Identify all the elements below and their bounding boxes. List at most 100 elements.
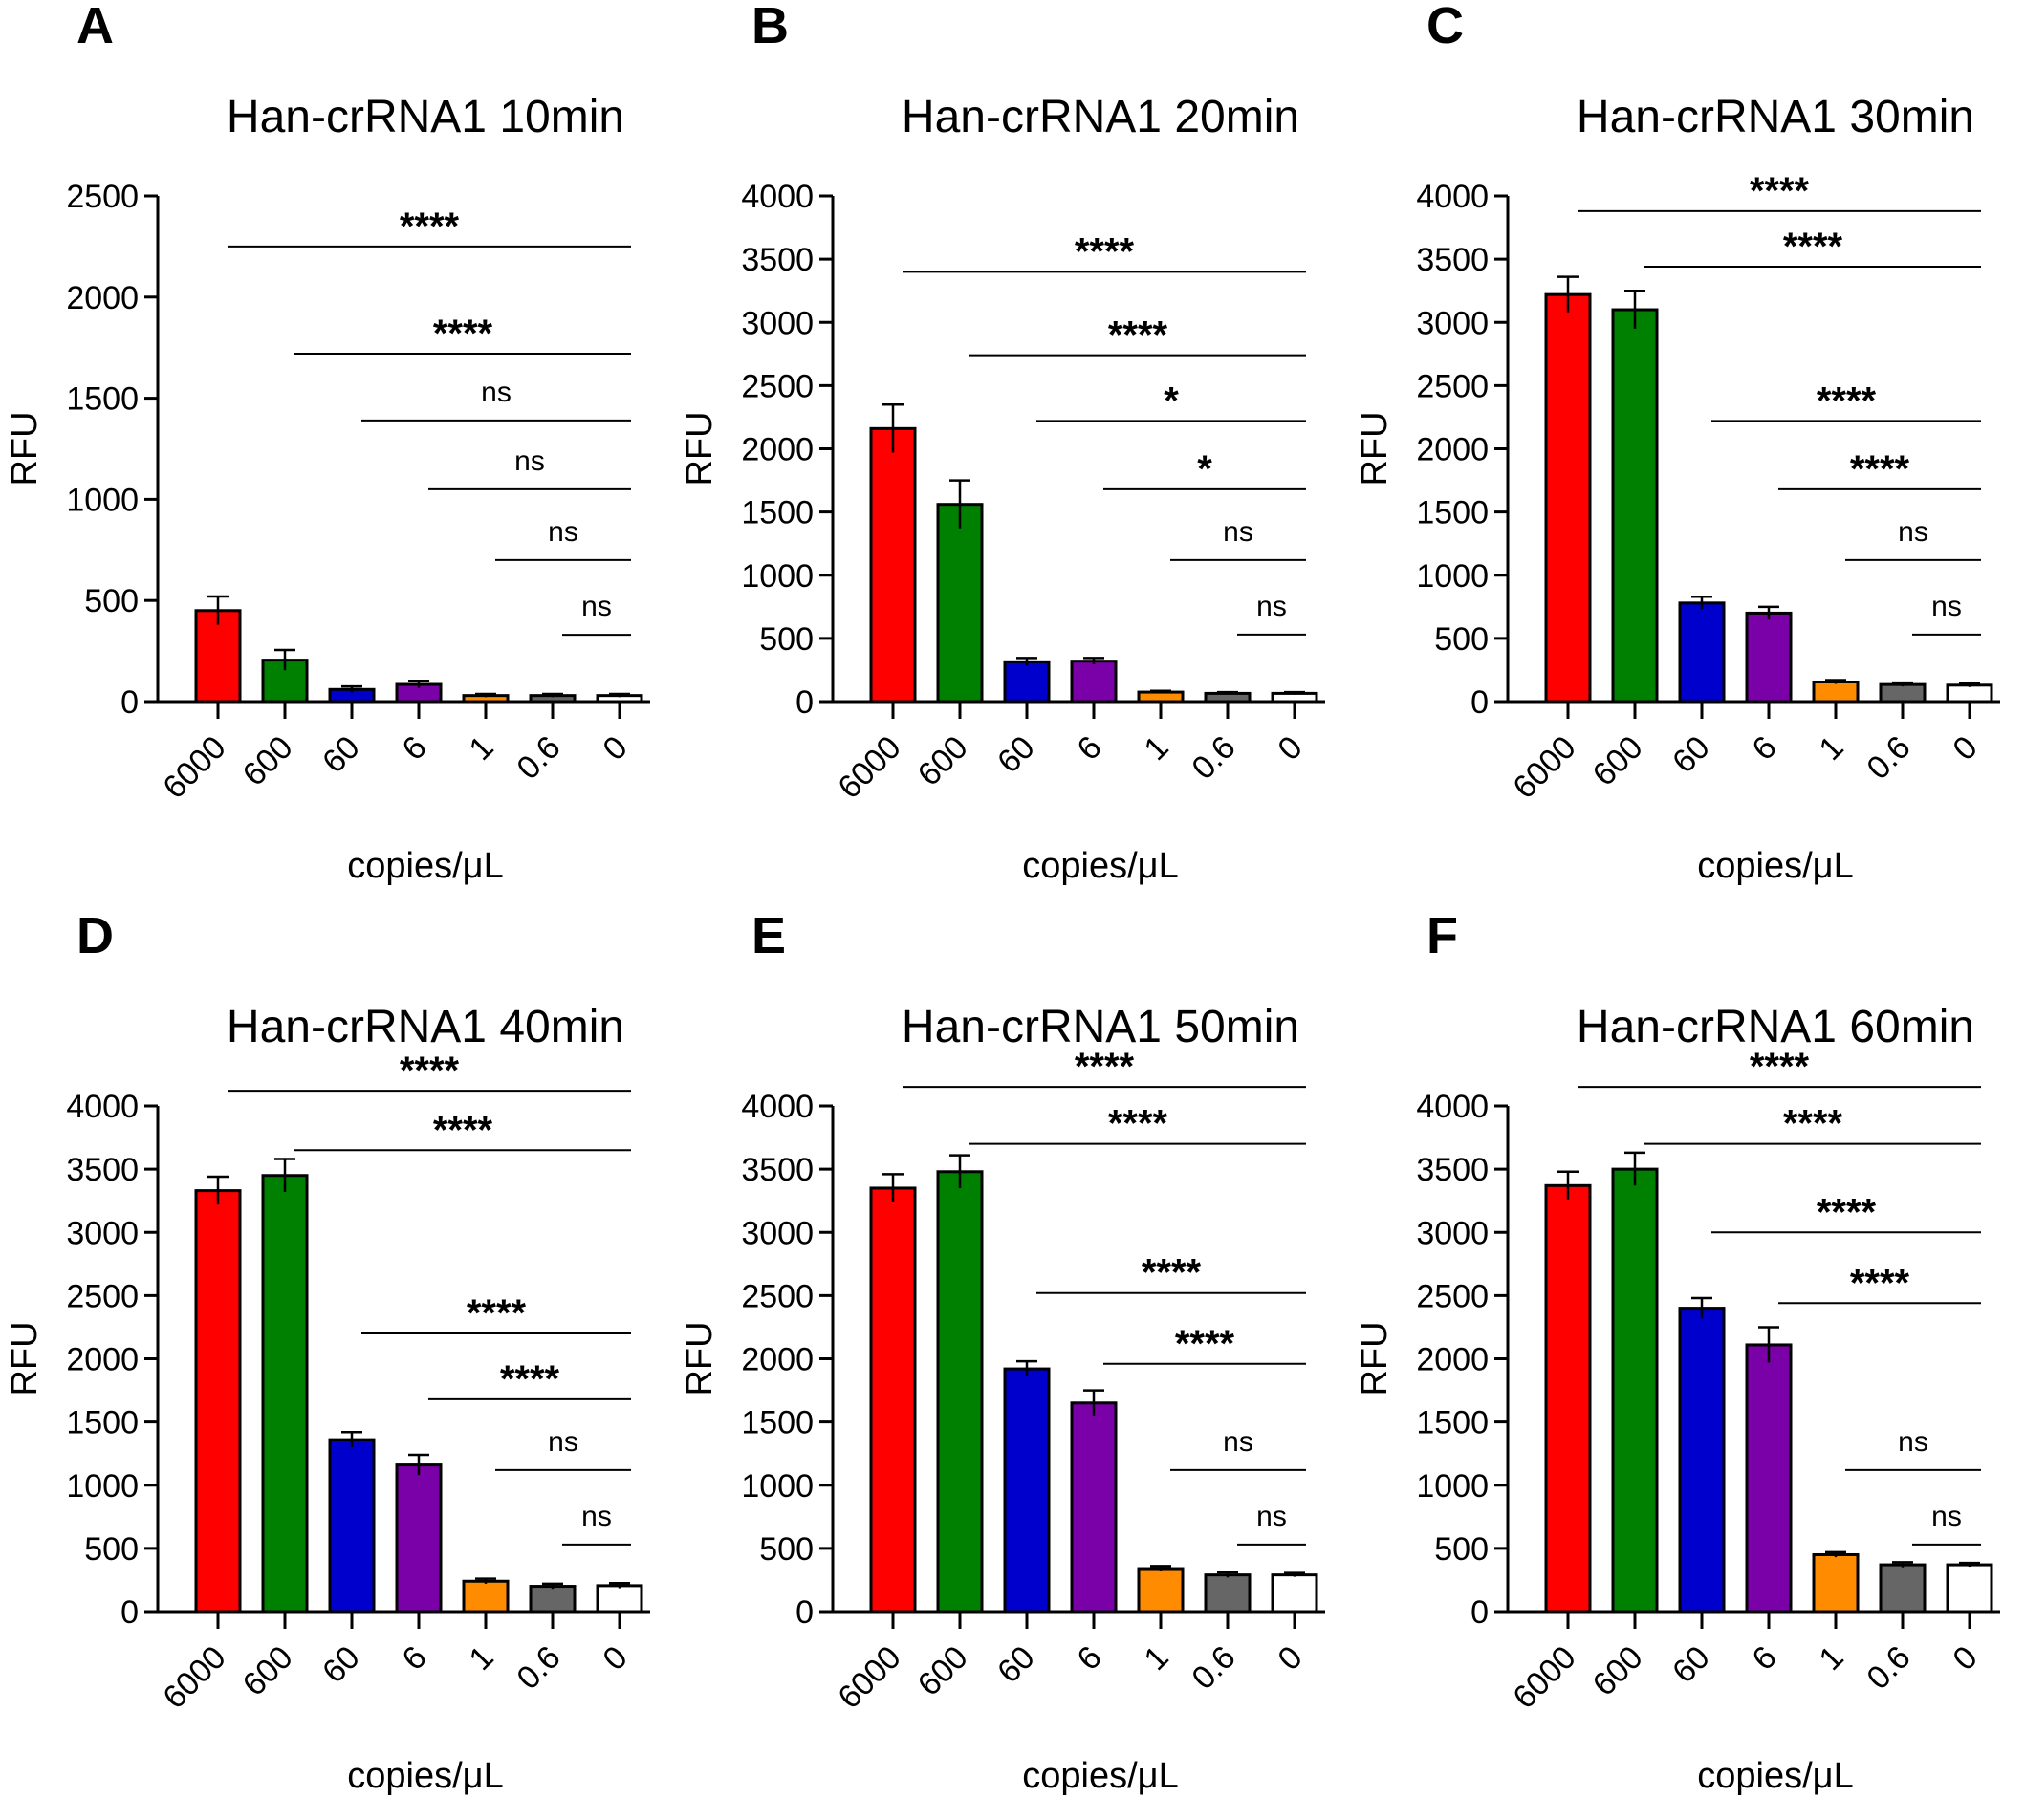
y-tick-label: 500	[84, 1531, 139, 1568]
x-tick-label: 60	[1666, 1639, 1717, 1691]
significance-label: ****	[1750, 170, 1810, 212]
y-tick-label: 4000	[1416, 179, 1489, 215]
chart-panel-f: F Han-crRNA1 60min RFU copies/μL 0 500 1000 150…	[1355, 907, 2000, 1796]
y-tick-label: 2500	[741, 1278, 814, 1314]
x-tick-label: 0.6	[1860, 729, 1917, 787]
bar-1	[1137, 690, 1185, 704]
bar-6	[1745, 611, 1793, 704]
significance-label: ****	[467, 1292, 527, 1334]
significance-label: *	[1197, 448, 1212, 490]
chart-title: Han-crRNA1 20min	[902, 92, 1299, 142]
significance-label: ****	[1850, 448, 1910, 490]
significance-label: ns	[514, 445, 545, 477]
bar-60	[1678, 601, 1726, 704]
bar-600	[1611, 308, 1659, 704]
y-tick-label: 500	[759, 1531, 814, 1568]
significance-label: ns	[1256, 591, 1287, 622]
x-tick-label: 0	[596, 1639, 634, 1678]
y-tick-label: 500	[1434, 621, 1489, 658]
y-tick-label: 1000	[741, 1468, 814, 1505]
x-tick-label: 1	[1812, 729, 1850, 768]
bar-60	[328, 1438, 376, 1614]
significance-label: ****	[433, 1109, 493, 1151]
x-tick-label: 60	[991, 729, 1042, 781]
chart-title: Han-crRNA1 40min	[227, 1002, 624, 1052]
y-tick-label: 500	[1434, 1531, 1489, 1568]
bar-6000	[869, 426, 917, 704]
significance-label: ns	[1931, 1501, 1962, 1532]
chart-title: Han-crRNA1 60min	[1577, 1002, 1974, 1052]
y-axis-label: RFU	[5, 1321, 45, 1396]
bar-1	[1812, 1552, 1860, 1614]
y-tick-label: 1500	[741, 1405, 814, 1441]
bar-1	[462, 1579, 510, 1614]
x-tick-label: 6000	[831, 729, 907, 806]
y-tick-label: 2500	[741, 368, 814, 404]
y-tick-label: 3000	[66, 1215, 139, 1251]
x-tick-label: 6000	[156, 1639, 232, 1716]
x-axis-label: copies/μL	[1697, 1756, 1853, 1796]
bar-6	[1745, 1343, 1793, 1614]
y-tick-label: 1000	[66, 1468, 139, 1505]
chart-panel-d: D Han-crRNA1 40min RFU copies/μL 0 500 1000 150…	[5, 907, 650, 1796]
x-tick-label: 6	[1070, 1639, 1108, 1678]
x-tick-label: 6000	[1506, 729, 1582, 806]
y-tick-label: 2500	[66, 179, 139, 215]
x-axis-label: copies/μL	[347, 846, 503, 886]
y-tick-label: 500	[84, 583, 139, 619]
significance-label: ns	[1223, 516, 1253, 548]
significance-label: ns	[548, 1426, 578, 1458]
x-tick-label: 0.6	[1185, 1639, 1242, 1697]
x-tick-label: 600	[1586, 1639, 1650, 1703]
bar-6000	[1544, 1183, 1592, 1614]
significance-label: ****	[1142, 1252, 1202, 1294]
y-axis-label: RFU	[1355, 411, 1395, 486]
significance-label: ****	[500, 1358, 560, 1400]
x-axis-label: copies/μL	[1022, 846, 1178, 886]
significance-label: ****	[1850, 1262, 1910, 1304]
chart-title: Han-crRNA1 30min	[1577, 92, 1974, 142]
x-tick-label: 0	[1946, 729, 1984, 768]
x-tick-label: 6	[1745, 729, 1783, 768]
significance-label: ****	[1817, 1191, 1877, 1233]
significance-label: ns	[1931, 591, 1962, 622]
bar-6000	[1544, 292, 1592, 704]
panel-letter: D	[76, 907, 114, 964]
bar-0	[1271, 1573, 1318, 1614]
y-tick-label: 4000	[741, 179, 814, 215]
bar-6000	[194, 1189, 242, 1614]
significance-label: ns	[1223, 1426, 1253, 1458]
y-tick-label: 2500	[1416, 1278, 1489, 1314]
y-tick-label: 3000	[741, 305, 814, 341]
x-tick-label: 6000	[831, 1639, 907, 1716]
x-tick-label: 600	[911, 1639, 975, 1703]
y-tick-label: 1500	[1416, 1405, 1489, 1441]
y-tick-label: 0	[795, 1594, 814, 1631]
bar-0.6	[1879, 682, 1927, 704]
y-tick-label: 4000	[1416, 1089, 1489, 1125]
bar-600	[261, 1174, 309, 1614]
significance-label: ns	[1898, 1426, 1928, 1458]
significance-label: ****	[1783, 1103, 1843, 1145]
y-tick-label: 3000	[1416, 1215, 1489, 1251]
y-tick-label: 3000	[741, 1215, 814, 1251]
y-tick-label: 0	[120, 1594, 139, 1631]
chart-panel-b: B Han-crRNA1 20min RFU copies/μL 0 500 1000 150…	[680, 0, 1325, 886]
y-tick-label: 2000	[741, 432, 814, 468]
x-tick-label: 0.6	[510, 1639, 567, 1697]
y-tick-label: 2000	[1416, 1342, 1489, 1378]
chart-panel-e: E Han-crRNA1 50min RFU copies/μL 0 500 1000 150…	[680, 907, 1325, 1796]
significance-label: ****	[433, 313, 493, 355]
x-axis-label: copies/μL	[1022, 1756, 1178, 1796]
significance-label: ns	[581, 1501, 612, 1532]
chart-panel-a: A Han-crRNA1 10min RFU copies/μL 0 500 1000 150…	[5, 0, 650, 886]
significance-label: ****	[1817, 379, 1877, 422]
panel-letter: C	[1426, 0, 1464, 54]
bar-1	[1137, 1567, 1185, 1614]
y-tick-label: 3000	[1416, 305, 1489, 341]
bar-0.6	[529, 1585, 577, 1614]
significance-label: ns	[548, 516, 578, 548]
y-tick-label: 1500	[66, 1405, 139, 1441]
bar-0	[1946, 683, 1993, 704]
x-tick-label: 600	[236, 1639, 300, 1703]
